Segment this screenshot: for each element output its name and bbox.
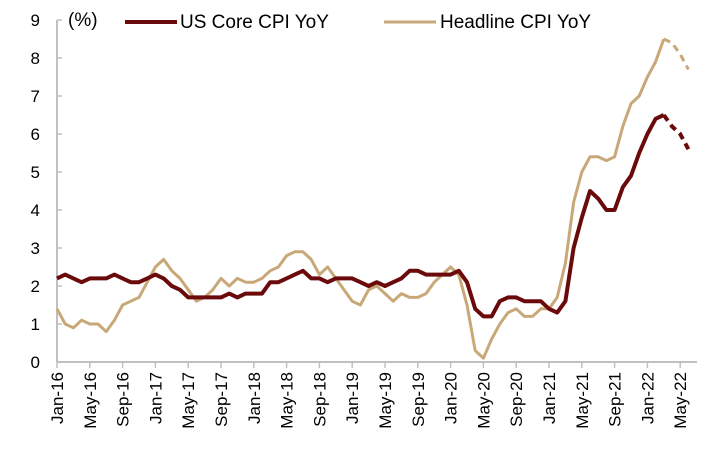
- x-tick-label: May-20: [474, 372, 493, 429]
- y-tick-label: 4: [31, 201, 40, 220]
- line-core-dashed: [662, 113, 691, 151]
- x-tick-label: Sep-21: [606, 372, 625, 427]
- x-tick-label: Sep-16: [114, 372, 133, 427]
- x-tick-label: Jan-20: [442, 372, 461, 424]
- x-tick-label: Jan-21: [540, 372, 559, 424]
- legend: US Core CPI YoY Headline CPI YoY: [125, 12, 591, 33]
- x-tick-label: Jan-18: [245, 372, 264, 424]
- x-tick-label: Jan-16: [48, 372, 67, 424]
- y-tick-label: 7: [31, 87, 40, 106]
- x-tick-label: May-16: [81, 372, 100, 429]
- y-tick-labels: 0 1 2 3 4 5 6 7 8 9: [31, 11, 40, 372]
- y-tick-label: 3: [31, 239, 40, 258]
- x-tick-label: May-21: [573, 372, 592, 429]
- y-tick-label: 1: [31, 315, 40, 334]
- legend-label-core: US Core CPI YoY: [180, 12, 329, 33]
- line-headline-dashed: [663, 37, 690, 71]
- line-headline-solid: [55, 38, 666, 360]
- y-unit-label: (%): [68, 10, 98, 31]
- y-tick-label: 6: [31, 125, 40, 144]
- x-tick-label: May-17: [179, 372, 198, 429]
- y-tick-label: 5: [31, 163, 40, 182]
- x-tick-label: Sep-18: [310, 372, 329, 427]
- y-tick-label: 9: [31, 11, 40, 30]
- x-tick-label: Jan-19: [343, 372, 362, 424]
- x-tick-label: Sep-17: [212, 372, 231, 427]
- x-tick-label: May-19: [376, 372, 395, 429]
- x-tick-label: May-18: [278, 372, 297, 429]
- series-lines: [55, 37, 691, 360]
- y-tick-label: 0: [31, 353, 40, 372]
- x-tick-label: Sep-20: [507, 372, 526, 427]
- axes: [56, 19, 697, 368]
- legend-label-headline: Headline CPI YoY: [440, 12, 591, 33]
- x-tick-label: Jan-22: [638, 372, 657, 424]
- y-tick-label: 8: [31, 49, 40, 68]
- x-tick-label: Jan-17: [146, 372, 165, 424]
- x-tick-label: Sep-19: [409, 372, 428, 427]
- y-tick-label: 2: [31, 277, 40, 296]
- x-tick-label: May-22: [671, 372, 690, 429]
- x-tick-labels: Jan-16 May-16 Sep-16 Jan-17 May-17 Sep-17 Jan-…: [48, 372, 690, 429]
